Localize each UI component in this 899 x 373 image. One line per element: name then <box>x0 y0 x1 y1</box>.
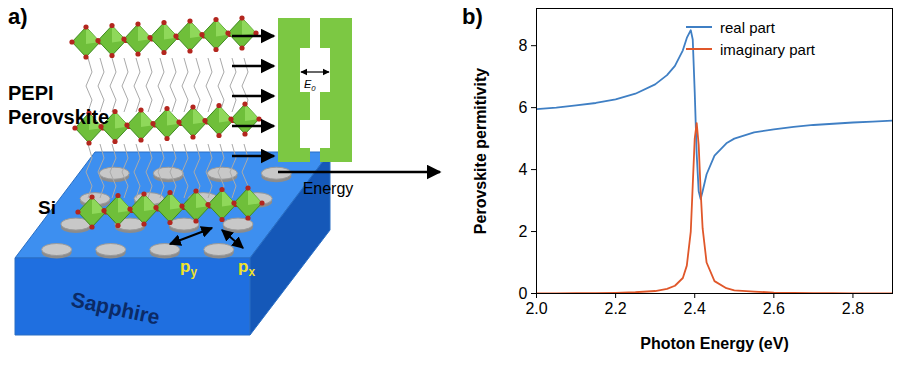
svg-text:2.6: 2.6 <box>763 300 785 317</box>
html-text:b): b) <box>462 4 483 29</box>
svg-text:0: 0 <box>519 285 528 302</box>
html-text:a): a) <box>8 4 28 29</box>
svg-text:Energy: Energy <box>303 180 354 197</box>
svg-text:E0: E0 <box>304 78 316 93</box>
svg-text:2.4: 2.4 <box>684 300 706 317</box>
svg-text:2.2: 2.2 <box>604 300 626 317</box>
svg-text:Sapphire: Sapphire <box>69 287 162 328</box>
svg-text:6: 6 <box>519 99 528 116</box>
svg-text:Perovskite: Perovskite <box>8 106 109 128</box>
html-text:imaginary part: imaginary part <box>720 40 815 58</box>
svg-text:2.0: 2.0 <box>525 300 547 317</box>
svg-text:py: py <box>180 257 197 279</box>
svg-text:Photon Energy (eV): Photon Energy (eV) <box>640 335 788 352</box>
svg-text:4: 4 <box>519 161 528 178</box>
svg-text:Perovskite permitivity: Perovskite permitivity <box>472 68 489 234</box>
html-text:real part: real part <box>720 18 775 36</box>
svg-text:PEPI: PEPI <box>8 82 54 104</box>
svg-text:Si: Si <box>38 197 56 218</box>
svg-text:px: px <box>238 257 255 279</box>
svg-text:2: 2 <box>519 223 528 240</box>
svg-text:8: 8 <box>519 37 528 54</box>
svg-text:2.8: 2.8 <box>842 300 864 317</box>
